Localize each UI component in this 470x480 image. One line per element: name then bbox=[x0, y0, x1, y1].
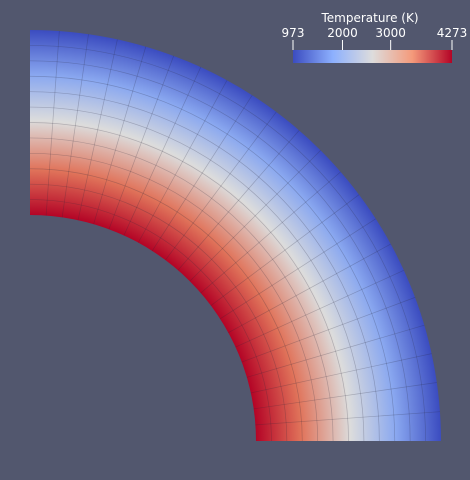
mesh-arc bbox=[29, 91, 380, 442]
mesh-radial bbox=[200, 171, 341, 294]
colorbar-tick-label: 3000 bbox=[375, 26, 406, 40]
mesh-radial bbox=[93, 46, 147, 225]
mesh-arc bbox=[29, 122, 349, 442]
mesh-arc bbox=[29, 137, 334, 442]
mesh-arc bbox=[29, 75, 396, 442]
mesh-arc bbox=[29, 60, 411, 442]
mesh-radial bbox=[210, 194, 360, 306]
mesh-radial bbox=[177, 130, 300, 271]
mesh-radial bbox=[228, 243, 391, 333]
mesh-radial bbox=[235, 269, 405, 348]
colorbar-title: Temperature (K) bbox=[320, 11, 418, 25]
mesh-radial bbox=[45, 31, 60, 216]
mesh-radial bbox=[219, 218, 376, 320]
mesh-radial bbox=[77, 39, 118, 221]
mesh-arc bbox=[29, 168, 303, 442]
mesh-radial bbox=[189, 150, 321, 282]
annulus-field bbox=[30, 30, 441, 441]
colorbar-tick-label: 973 bbox=[282, 26, 305, 40]
colorbar-tick-label: 2000 bbox=[327, 26, 358, 40]
mesh bbox=[29, 31, 440, 442]
mesh-radial bbox=[255, 411, 440, 426]
mesh-arc bbox=[29, 106, 365, 442]
mesh-radial bbox=[246, 324, 425, 378]
mesh-arc bbox=[29, 199, 272, 442]
mesh-radial bbox=[61, 34, 89, 218]
mesh-radial bbox=[138, 80, 228, 243]
mesh-radial bbox=[123, 66, 202, 236]
mesh-radial bbox=[165, 111, 277, 261]
mesh-radial bbox=[250, 353, 432, 394]
colorbar bbox=[293, 50, 452, 63]
mesh-radial bbox=[253, 382, 437, 410]
mesh-arc bbox=[29, 183, 288, 442]
colorbar-tick-label: 4273 bbox=[437, 26, 468, 40]
colorbar-ticks: 973 2000 3000 4273 bbox=[282, 26, 468, 50]
mesh-radial bbox=[241, 297, 416, 363]
mesh-radial bbox=[151, 95, 253, 252]
mesh-arc bbox=[29, 45, 426, 442]
mesh-arc bbox=[29, 152, 319, 442]
mesh-radial bbox=[108, 55, 174, 230]
